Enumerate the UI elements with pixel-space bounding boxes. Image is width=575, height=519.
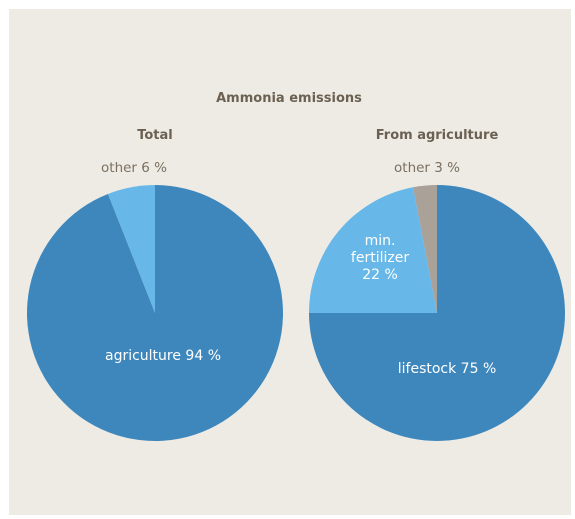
slice-label-line: 22 % xyxy=(362,267,398,283)
pie-slice-other xyxy=(107,185,155,313)
pie-slice-min-fertilizer xyxy=(309,187,437,313)
slice-label-other: other 3 % xyxy=(394,160,460,176)
pie-title-total: Total xyxy=(137,128,173,143)
pie-slice-other xyxy=(413,185,437,313)
slice-label-lifestock: lifestock 75 % xyxy=(398,361,497,377)
slice-label-min-fertilizer: min. fertilizer 22 % xyxy=(351,233,409,283)
pie-slice-lifestock xyxy=(309,185,565,441)
chart-title: Ammonia emissions xyxy=(216,91,362,106)
pie-title-from-agriculture: From agriculture xyxy=(376,128,499,143)
slice-label-agriculture: agriculture 94 % xyxy=(105,348,221,364)
pie-slice-agriculture xyxy=(27,185,284,441)
slice-label-other: other 6 % xyxy=(101,160,167,176)
slice-label-line: fertilizer xyxy=(351,250,409,266)
pie-chart-total: Total agriculture 94 % other 6 % xyxy=(27,128,284,441)
slice-label-line: min. xyxy=(365,233,396,249)
pie-chart-from-agriculture: From agriculture lifestock 75 % min. ferti… xyxy=(309,128,565,441)
